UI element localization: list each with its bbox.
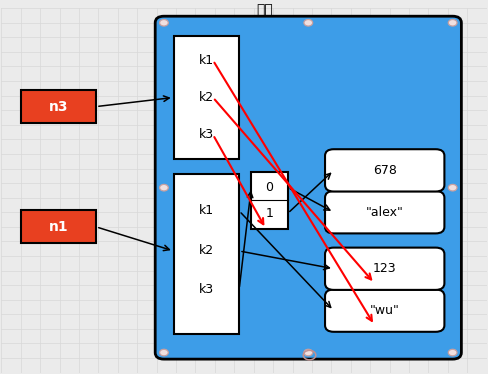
Text: k1: k1 [199, 204, 214, 217]
Text: "wu": "wu" [370, 304, 400, 317]
Text: k3: k3 [199, 128, 214, 141]
Circle shape [304, 19, 313, 26]
Text: 0: 0 [265, 181, 273, 194]
FancyBboxPatch shape [21, 211, 96, 243]
Circle shape [160, 184, 168, 191]
FancyBboxPatch shape [251, 172, 287, 229]
Text: 内存: 内存 [257, 3, 273, 17]
Text: k2: k2 [199, 91, 214, 104]
Circle shape [304, 349, 313, 356]
Text: k1: k1 [199, 54, 214, 67]
Circle shape [160, 19, 168, 26]
FancyBboxPatch shape [325, 248, 445, 290]
FancyBboxPatch shape [325, 289, 445, 332]
FancyBboxPatch shape [21, 90, 96, 123]
Circle shape [160, 349, 168, 356]
Circle shape [448, 19, 457, 26]
FancyBboxPatch shape [325, 191, 445, 233]
Text: k3: k3 [199, 283, 214, 296]
Text: 1: 1 [265, 207, 273, 220]
FancyBboxPatch shape [174, 36, 239, 159]
Circle shape [448, 349, 457, 356]
Circle shape [448, 184, 457, 191]
FancyBboxPatch shape [155, 16, 461, 359]
FancyBboxPatch shape [174, 174, 239, 334]
Text: n3: n3 [49, 99, 68, 114]
FancyBboxPatch shape [325, 149, 445, 191]
Text: "alex": "alex" [366, 206, 404, 219]
Text: 678: 678 [373, 164, 397, 177]
Text: 123: 123 [373, 262, 397, 275]
Text: n1: n1 [49, 220, 68, 234]
Text: k2: k2 [199, 245, 214, 257]
